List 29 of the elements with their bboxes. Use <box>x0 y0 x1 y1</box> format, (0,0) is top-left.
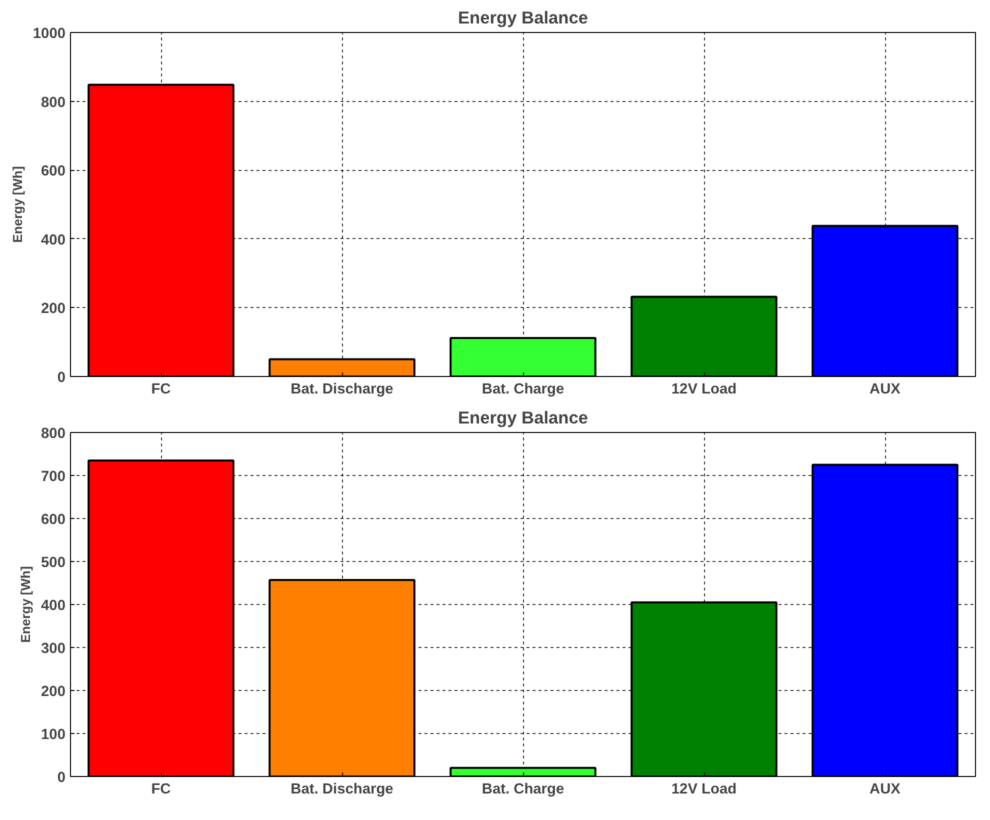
x-tick-label: Bat. Charge <box>482 782 564 798</box>
x-tick-label: AUX <box>870 382 901 398</box>
x-tick-label: 12V Load <box>671 382 737 398</box>
y-tick-label: 1000 <box>32 26 66 42</box>
y-tick-label: 0 <box>57 770 66 786</box>
y-tick-label: 400 <box>41 232 66 248</box>
y-tick-label: 500 <box>41 555 66 571</box>
y-tick-label: 0 <box>57 370 66 386</box>
y-tick-label: 800 <box>41 94 66 111</box>
x-tick-label: Bat. Charge <box>482 382 564 398</box>
y-axis-title: Energy [Wh] <box>10 166 25 243</box>
y-tick-label: 600 <box>41 512 66 528</box>
y-tick-label: 200 <box>41 684 66 700</box>
y-tick-label: 700 <box>41 469 66 485</box>
x-tick-label: FC <box>151 782 172 798</box>
chart-title: Energy Balance <box>458 8 588 28</box>
x-tick-label: AUX <box>870 782 901 798</box>
chart-title: Energy Balance <box>458 408 588 428</box>
y-tick-label: 200 <box>41 301 66 318</box>
x-tick-label: 12V Load <box>671 782 737 798</box>
y-tick-label: 800 <box>41 426 66 442</box>
y-tick-label: 600 <box>41 164 66 180</box>
y-tick-label: 400 <box>41 598 66 614</box>
y-tick-label: 300 <box>41 641 66 657</box>
x-tick-label: Bat. Discharge <box>290 782 394 798</box>
y-tick-label: 100 <box>41 727 66 743</box>
y-axis-title: Energy [Wh] <box>18 566 34 643</box>
x-tick-label: Bat. Discharge <box>290 382 394 398</box>
x-tick-label: FC <box>151 382 172 398</box>
